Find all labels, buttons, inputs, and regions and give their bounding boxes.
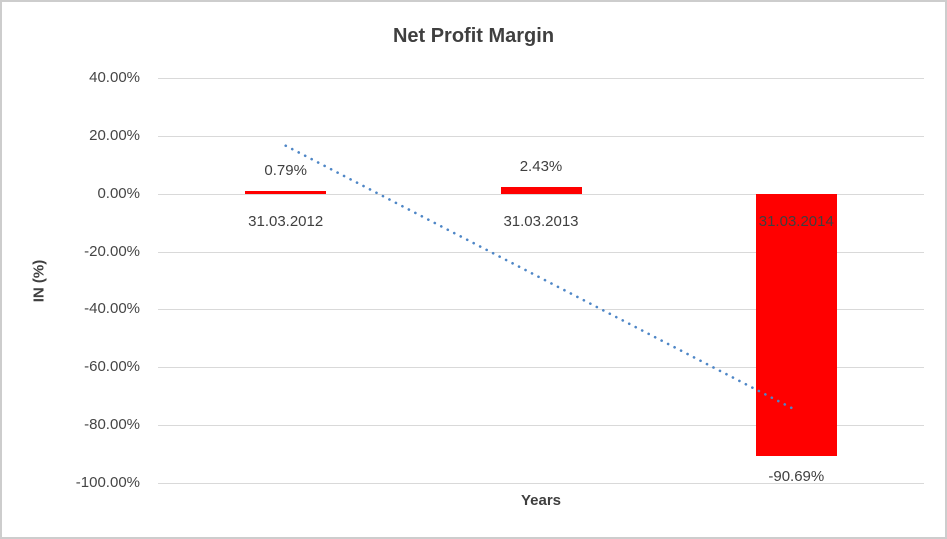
bar-31.03.2014 bbox=[755, 193, 837, 457]
gridline bbox=[158, 483, 924, 484]
gridline bbox=[158, 309, 924, 311]
gridline bbox=[158, 135, 924, 137]
bar-31.03.2012 bbox=[245, 191, 327, 194]
y-tick-label: -40.00% bbox=[84, 300, 140, 318]
gridline bbox=[158, 193, 924, 195]
gridline bbox=[158, 251, 924, 253]
y-tick-label: -20.00% bbox=[84, 242, 140, 260]
category-label: 31.03.2013 bbox=[503, 212, 579, 230]
gridline bbox=[158, 78, 924, 79]
data-label: -90.69% bbox=[768, 468, 825, 486]
category-label: 31.03.2012 bbox=[248, 212, 324, 230]
data-label: 0.79% bbox=[264, 162, 307, 180]
y-tick-label: -60.00% bbox=[84, 358, 140, 376]
category-label: 31.03.2014 bbox=[758, 212, 834, 230]
bar-31.03.2013 bbox=[500, 186, 582, 194]
y-tick-label: 0.00% bbox=[97, 184, 140, 202]
y-tick-label: 20.00% bbox=[89, 126, 140, 144]
gridline bbox=[158, 367, 924, 369]
chart-title: Net Profit Margin bbox=[392, 25, 555, 47]
x-axis-title: Years bbox=[520, 492, 562, 509]
trendline-path bbox=[284, 144, 798, 412]
gridline bbox=[158, 425, 924, 427]
data-label: 2.43% bbox=[519, 157, 563, 175]
y-axis-title: IN (%) bbox=[30, 259, 48, 303]
y-tick-label: -80.00% bbox=[84, 416, 140, 434]
y-tick-label: 40.00% bbox=[89, 69, 140, 86]
y-tick-label: -100.00% bbox=[75, 474, 140, 491]
